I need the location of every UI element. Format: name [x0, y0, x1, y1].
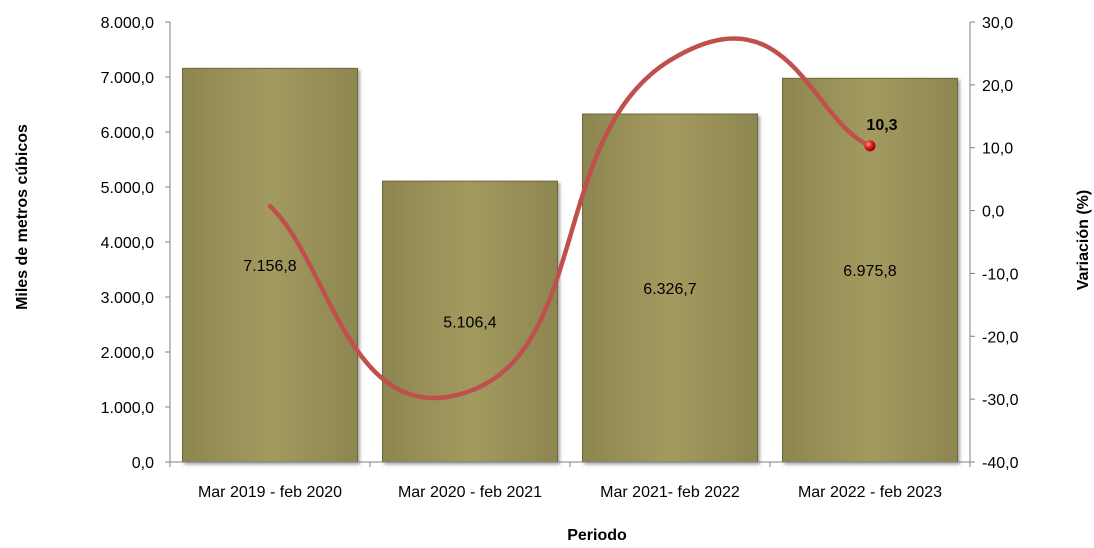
left-y-ticks: 0,0 1.000,0 2.000,0 3.000,0 4.000,0 5.000,0 6.… [101, 15, 170, 472]
left-y-tick-label: 2.000,0 [101, 345, 154, 362]
right-y-tick-label: 20,0 [982, 78, 1013, 95]
right-y-tick-label: 0,0 [982, 204, 1004, 221]
right-y-tick-label: -10,0 [982, 266, 1019, 283]
left-y-tick-label: 1.000,0 [101, 400, 154, 417]
variation-line [267, 36, 873, 401]
bar-value-label-3: 6.326,7 [643, 281, 696, 298]
x-tick-label-4: Mar 2022 - feb 2023 [798, 484, 942, 501]
left-y-tick-label: 0,0 [132, 455, 154, 472]
x-tick-label-3: Mar 2021- feb 2022 [600, 484, 740, 501]
right-y-tick-label: 10,0 [982, 141, 1013, 158]
bar-3 [582, 113, 758, 463]
left-y-tick-label: 8.000,0 [101, 15, 154, 32]
bar-value-label-1: 7.156,8 [243, 258, 296, 275]
bar-value-label-4: 6.975,8 [843, 263, 896, 280]
right-y-tick-label: -20,0 [982, 329, 1019, 346]
y-axis-title: Miles de metros cúbicos [14, 124, 31, 310]
left-y-tick-label: 4.000,0 [101, 235, 154, 252]
x-tick-label-2: Mar 2020 - feb 2021 [398, 484, 542, 501]
variation-point-label: 10,3 [866, 117, 897, 134]
left-y-tick-label: 7.000,0 [101, 70, 154, 87]
left-y-tick-label: 5.000,0 [101, 180, 154, 197]
right-y-tick-label: -30,0 [982, 392, 1019, 409]
x-axis-title: Periodo [567, 527, 627, 544]
bar-value-label-2: 5.106,4 [443, 315, 496, 332]
y2-axis-title: Variación (%) [1075, 190, 1092, 290]
x-tick-label-1: Mar 2019 - feb 2020 [198, 484, 342, 501]
bar-value-labels: 7.156,8 5.106,4 6.326,7 6.975,8 [243, 258, 896, 331]
left-y-tick-label: 3.000,0 [101, 290, 154, 307]
variation-point-marker [864, 140, 876, 152]
right-y-ticks: -40,0 -30,0 -20,0 -10,0 0,0 10,0 20,0 30,0 [970, 15, 1019, 472]
right-y-tick-label: -40,0 [982, 455, 1019, 472]
bars-group [182, 67, 958, 463]
x-tick-labels: Mar 2019 - feb 2020 Mar 2020 - feb 2021 Ma… [169, 462, 971, 501]
bar-2 [382, 180, 558, 463]
left-y-tick-label: 6.000,0 [101, 125, 154, 142]
bar-1 [182, 67, 358, 463]
right-y-tick-label: 30,0 [982, 15, 1013, 32]
